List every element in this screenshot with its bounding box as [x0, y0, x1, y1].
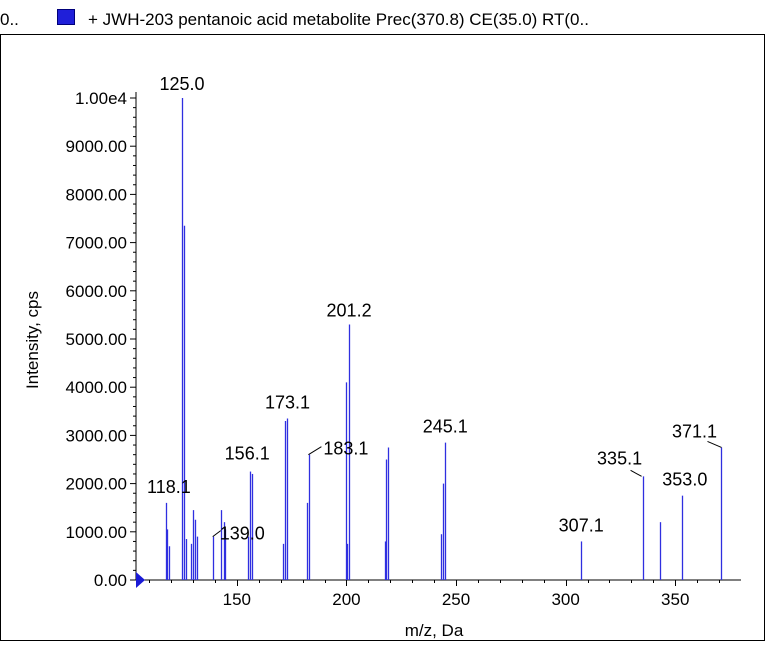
- y-tick-label: 6000.00: [66, 282, 127, 301]
- y-tick-label: 1000.00: [66, 523, 127, 542]
- x-tick-label: 150: [223, 590, 251, 609]
- y-tick-label: 9000.00: [66, 137, 127, 156]
- x-axis: 150 200 250 300 350: [149, 580, 720, 609]
- x-axis-title: m/z, Da: [405, 621, 464, 640]
- peak-annotations: 125.0 201.2 173.1 183.1 245.1 156.1 118.1 139.0…: [147, 74, 717, 544]
- label-leader-line: [630, 469, 642, 477]
- legend-swatch[interactable]: [57, 9, 75, 25]
- peak-label: 183.1: [323, 439, 368, 459]
- legend-series-label: + JWH-203 pentanoic acid metabolite Prec…: [88, 10, 589, 29]
- x-tick-label: 300: [551, 590, 579, 609]
- peak-label: 307.1: [559, 515, 604, 535]
- label-leader-line: [212, 530, 222, 538]
- legend-prefix: 0..: [0, 10, 19, 29]
- peak-label: 335.1: [597, 448, 642, 468]
- x-tick-label: 200: [332, 590, 360, 609]
- peak-label: 371.1: [672, 421, 717, 441]
- y-axis-title: Intensity, cps: [23, 291, 42, 389]
- y-tick-label: 8000.00: [66, 185, 127, 204]
- y-tick-label: 7000.00: [66, 234, 127, 253]
- label-leader-line: [308, 446, 322, 456]
- annotation-leaders: [212, 440, 722, 538]
- peak-label: 353.0: [662, 470, 707, 490]
- legend: 0.. + JWH-203 pentanoic acid metabolite …: [0, 8, 765, 34]
- x-tick-label: 250: [442, 590, 470, 609]
- peak-label: 125.0: [160, 74, 205, 94]
- y-tick-label: 2000.00: [66, 475, 127, 494]
- peak-label: 245.1: [423, 417, 468, 437]
- peak-label: 173.1: [265, 393, 310, 413]
- peak-label: 201.2: [327, 301, 372, 321]
- peak-label: 156.1: [225, 444, 270, 464]
- y-axis: 0.00 1000.00 2000.00 3000.00 4000.00 5000.00 6…: [66, 89, 136, 590]
- peak-label: 118.1: [147, 477, 191, 497]
- baseline-marker-icon[interactable]: [136, 572, 145, 588]
- y-tick-label: 4000.00: [66, 378, 127, 397]
- y-tick-label: 1.00e4: [75, 89, 127, 108]
- peak-label: 139.0: [220, 524, 265, 544]
- spectrum-bars: [165, 98, 723, 580]
- x-tick-label: 350: [661, 590, 689, 609]
- y-tick-label: 0.00: [94, 571, 127, 590]
- label-leader-line: [707, 440, 722, 448]
- y-tick-label: 3000.00: [66, 426, 127, 445]
- y-tick-label: 5000.00: [66, 330, 127, 349]
